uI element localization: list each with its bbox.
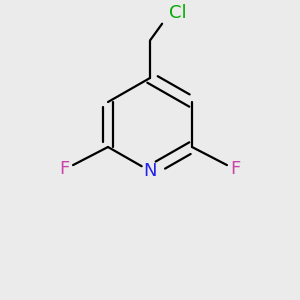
Text: N: N xyxy=(143,162,157,180)
Text: F: F xyxy=(230,160,241,178)
Text: Cl: Cl xyxy=(169,4,187,22)
Text: F: F xyxy=(59,160,70,178)
